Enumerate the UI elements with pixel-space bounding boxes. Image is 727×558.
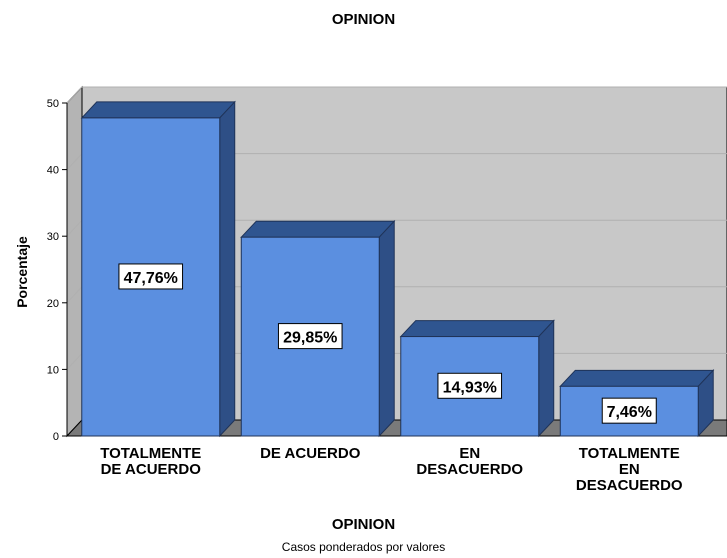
x-tick-label-line: TOTALMENTE xyxy=(100,445,201,462)
y-tick-label: 50 xyxy=(47,98,59,110)
bar-top xyxy=(399,320,555,338)
data-label: 7,46% xyxy=(607,404,652,421)
x-tick-label-line: DE ACUERDO xyxy=(101,461,202,478)
y-tick-label: 30 xyxy=(47,231,59,243)
y-tick-label: 20 xyxy=(47,298,59,310)
bar: 7,46% xyxy=(559,369,715,438)
data-label: 29,85% xyxy=(283,330,337,347)
plot-side-wall xyxy=(66,85,83,438)
bar: 29,85% xyxy=(240,219,396,438)
chart-footnote: Casos ponderados por valores xyxy=(281,540,446,554)
chart-title: OPINION xyxy=(331,11,396,28)
x-tick-label-line: DESACUERDO xyxy=(576,477,683,494)
x-axis-label: OPINION xyxy=(331,516,396,533)
data-label: 14,93% xyxy=(443,379,497,396)
y-tick-label: 10 xyxy=(47,364,59,376)
data-label-box xyxy=(118,263,184,290)
bar: 14,93% xyxy=(399,319,555,438)
data-label-box xyxy=(437,372,503,399)
bar-top xyxy=(80,101,236,119)
x-tick-label-line: DESACUERDO xyxy=(416,461,523,478)
gridline xyxy=(66,86,727,104)
x-tick-label: DE ACUERDO xyxy=(260,445,361,462)
data-label-box xyxy=(601,397,657,424)
x-tick-label: TOTALMENTE EN DESACUERDO xyxy=(576,445,683,494)
bar-side xyxy=(538,319,555,438)
y-tick-label: 40 xyxy=(47,165,59,177)
bar-top xyxy=(559,369,715,387)
data-label-box xyxy=(277,323,343,350)
bar-side xyxy=(219,100,236,438)
x-tick-label-line: EN xyxy=(459,445,480,462)
x-tick-label-line: TOTALMENTE xyxy=(579,445,680,462)
bar-side xyxy=(378,219,395,438)
bar: 47,76% xyxy=(80,100,236,438)
bar-top xyxy=(240,220,396,238)
x-tick-label: EN DESACUERDO xyxy=(416,445,523,478)
x-tick-label-line: DE ACUERDO xyxy=(260,445,361,462)
data-label: 47,76% xyxy=(124,270,178,287)
y-tick-label: 0 xyxy=(53,431,59,443)
x-tick-label-line: EN xyxy=(619,461,640,478)
x-tick-label: TOTALMENTE DE ACUERDO xyxy=(100,445,201,478)
